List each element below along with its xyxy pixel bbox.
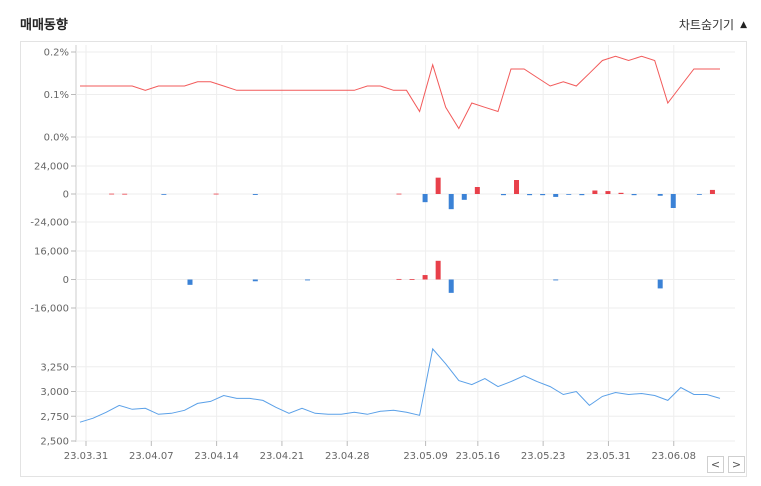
volume-bar <box>657 279 663 289</box>
x-tick-label: 23.03.31 <box>64 451 109 462</box>
y-tick-label: 2,500 <box>40 437 69 448</box>
volume-bar <box>592 190 598 194</box>
volume-bar <box>252 279 258 282</box>
volume-bar <box>579 194 585 196</box>
prev-symbol: < <box>710 458 721 471</box>
y-tick-label: -24,000 <box>30 218 69 229</box>
volume-bar <box>553 194 559 197</box>
next-symbol: > <box>731 458 742 471</box>
volume-bar <box>461 194 467 200</box>
volume-bar <box>514 180 520 194</box>
volume-bar <box>435 177 441 194</box>
y-tick-label: 0.2% <box>44 48 69 59</box>
y-tick-label: 0.0% <box>44 133 69 144</box>
y-tick-label: 0 <box>63 190 69 201</box>
volume-bar <box>187 279 193 285</box>
x-tick-label: 23.04.28 <box>325 451 370 462</box>
volume-bar <box>553 279 559 281</box>
volume-bar <box>213 193 219 195</box>
volume-bar <box>396 193 402 195</box>
volume-bar <box>500 194 506 196</box>
volume-bar <box>109 193 115 195</box>
volume-bar <box>448 279 454 293</box>
ratio-line <box>80 55 720 130</box>
chevron-right-icon[interactable]: > <box>728 456 745 473</box>
chevron-left-icon[interactable]: < <box>707 456 724 473</box>
volume-bar <box>422 194 428 203</box>
volume-bar <box>566 194 572 195</box>
volume-bar <box>422 275 428 280</box>
chart-frame <box>20 41 747 477</box>
x-tick-label: 23.05.09 <box>403 451 448 462</box>
y-tick-label: 0.1% <box>44 90 69 101</box>
x-tick-label: 23.04.14 <box>194 451 239 462</box>
volume-bar <box>435 260 441 280</box>
x-tick-label: 23.04.21 <box>260 451 305 462</box>
hide-chart-toggle[interactable]: 차트숨기기 ▲ <box>679 16 747 33</box>
volume-bar <box>161 194 167 195</box>
volume-bar <box>252 194 258 195</box>
volume-bar <box>305 279 311 281</box>
volume-bar <box>657 194 663 196</box>
volume-bar <box>696 194 702 195</box>
volume-bar <box>631 194 637 196</box>
volume-bar <box>618 192 624 194</box>
page-title: 매매동향 <box>20 18 68 33</box>
x-tick-label: 23.05.16 <box>456 451 501 462</box>
volume-bar <box>709 189 715 194</box>
volume-bar <box>409 279 415 280</box>
x-tick-label: 23.05.31 <box>586 451 631 462</box>
x-tick-label: 23.05.23 <box>521 451 566 462</box>
volume-bar <box>527 194 533 196</box>
y-tick-label: 3,000 <box>40 387 69 398</box>
volume-bar <box>540 194 546 196</box>
y-tick-label: 3,250 <box>40 362 69 373</box>
volume-bar <box>474 187 480 194</box>
y-tick-label: 16,000 <box>34 247 69 258</box>
volume-bar <box>448 194 454 210</box>
triangle-up-icon: ▲ <box>740 19 747 30</box>
y-tick-label: 2,750 <box>40 412 69 423</box>
y-tick-label: 24,000 <box>34 162 69 173</box>
x-tick-label: 23.04.07 <box>129 451 174 462</box>
volume-bar <box>396 278 402 280</box>
volume-bar <box>605 191 611 194</box>
y-tick-label: 0 <box>63 275 69 286</box>
price-line <box>79 347 721 423</box>
volume-bar <box>670 194 676 208</box>
hide-chart-label: 차트숨기기 <box>678 18 735 32</box>
x-tick-label: 23.06.08 <box>651 451 696 462</box>
volume-bar <box>122 193 128 195</box>
y-tick-label: -16,000 <box>30 304 69 315</box>
